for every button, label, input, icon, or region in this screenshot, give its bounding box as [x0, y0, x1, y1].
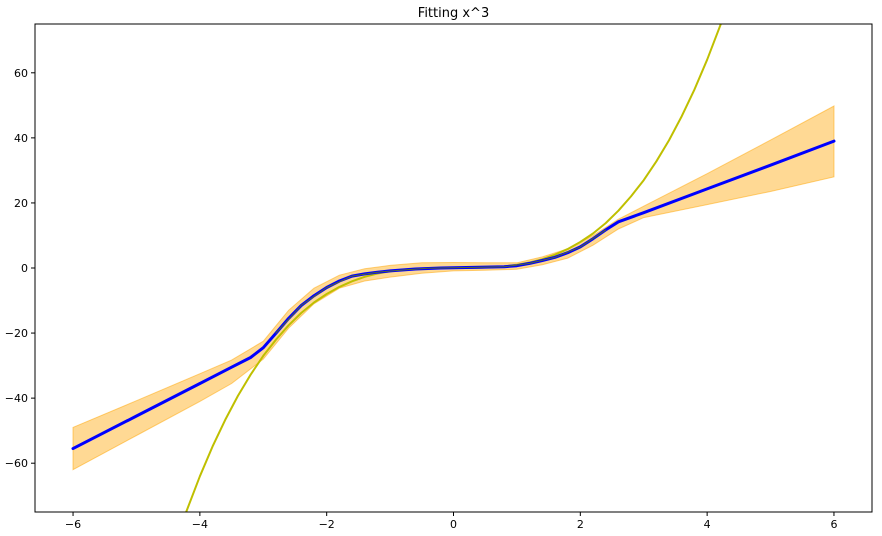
- y-tick-label: −60: [5, 457, 28, 470]
- plot-area: [71, 24, 836, 512]
- x-tick-label: −2: [319, 518, 335, 531]
- y-tick-label: 40: [14, 132, 28, 145]
- y-tick-label: −20: [5, 327, 28, 340]
- fit-underlay-line: [275, 229, 607, 334]
- y-tick-label: 20: [14, 197, 28, 210]
- y-axis: −60 −40 −20 0 20 40 60: [5, 67, 35, 470]
- x-tick-label: 2: [577, 518, 584, 531]
- y-tick-label: −40: [5, 392, 28, 405]
- x-axis: −6 −4 −2 0 2 4 6: [65, 512, 837, 531]
- y-tick-label: 60: [14, 67, 28, 80]
- confidence-band: [72, 105, 835, 471]
- x-tick-label: 0: [450, 518, 457, 531]
- x-tick-label: 4: [704, 518, 711, 531]
- y-tick-label: 0: [21, 262, 28, 275]
- x-tick-label: −6: [65, 518, 81, 531]
- x-tick-label: −4: [192, 518, 208, 531]
- chart-title: Fitting x^3: [418, 6, 489, 21]
- x-tick-label: 6: [830, 518, 837, 531]
